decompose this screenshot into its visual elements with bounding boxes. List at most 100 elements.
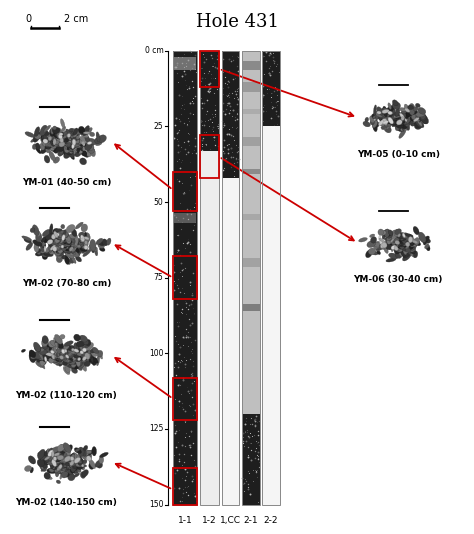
Ellipse shape [57,244,64,253]
Ellipse shape [68,459,75,462]
Ellipse shape [394,114,401,120]
Ellipse shape [70,454,73,460]
Ellipse shape [405,113,410,119]
Ellipse shape [47,240,53,244]
Ellipse shape [52,235,56,244]
Ellipse shape [65,241,69,247]
Ellipse shape [57,133,63,139]
Ellipse shape [389,109,394,114]
Ellipse shape [51,452,55,457]
Ellipse shape [410,248,416,254]
Ellipse shape [81,351,86,358]
Ellipse shape [397,115,402,122]
Ellipse shape [75,357,80,362]
Ellipse shape [68,356,73,362]
Ellipse shape [87,142,92,144]
Ellipse shape [85,343,91,348]
Ellipse shape [42,348,46,354]
Ellipse shape [64,459,69,470]
Bar [174,213,196,223]
Ellipse shape [72,144,78,151]
Ellipse shape [61,137,66,146]
Ellipse shape [386,258,396,262]
Ellipse shape [73,353,81,360]
Ellipse shape [74,351,82,358]
Ellipse shape [64,361,69,366]
Ellipse shape [401,122,404,131]
Ellipse shape [80,131,88,138]
Ellipse shape [83,132,90,134]
Ellipse shape [380,240,383,244]
Ellipse shape [84,450,89,456]
Ellipse shape [69,143,73,148]
Ellipse shape [383,121,389,124]
Ellipse shape [52,459,56,466]
Ellipse shape [66,238,72,245]
Ellipse shape [57,345,63,354]
Ellipse shape [75,355,81,367]
Ellipse shape [398,234,401,237]
Ellipse shape [69,234,76,239]
Ellipse shape [68,456,71,467]
Ellipse shape [66,449,71,456]
Ellipse shape [415,104,420,107]
Ellipse shape [49,249,55,254]
Ellipse shape [81,354,88,363]
Ellipse shape [50,245,55,250]
Ellipse shape [394,112,401,120]
Ellipse shape [55,229,59,233]
Ellipse shape [64,346,68,357]
Ellipse shape [70,454,79,462]
Ellipse shape [417,115,422,120]
Ellipse shape [59,348,64,357]
Ellipse shape [63,354,69,360]
Ellipse shape [72,462,78,470]
Ellipse shape [374,241,380,249]
Ellipse shape [60,355,65,359]
Ellipse shape [382,112,387,116]
Ellipse shape [67,461,73,468]
Ellipse shape [390,240,393,244]
Text: 50: 50 [154,198,164,207]
Ellipse shape [65,244,72,254]
Ellipse shape [78,250,83,253]
Ellipse shape [49,350,54,354]
Ellipse shape [399,249,405,256]
Ellipse shape [399,241,402,245]
Ellipse shape [393,235,399,245]
Ellipse shape [64,239,74,247]
Ellipse shape [35,127,40,137]
Ellipse shape [400,119,404,126]
Ellipse shape [55,468,59,477]
Ellipse shape [48,460,55,469]
Ellipse shape [388,117,393,124]
Ellipse shape [392,112,399,121]
Ellipse shape [68,346,76,351]
Ellipse shape [75,138,80,144]
Ellipse shape [390,237,394,242]
Ellipse shape [85,340,91,345]
Ellipse shape [73,349,79,352]
Ellipse shape [410,240,419,247]
Ellipse shape [74,343,77,349]
Ellipse shape [25,466,32,472]
Ellipse shape [74,354,79,359]
Ellipse shape [71,129,77,137]
Ellipse shape [381,125,388,129]
Ellipse shape [62,134,68,142]
Ellipse shape [55,463,59,469]
Ellipse shape [55,241,64,248]
Ellipse shape [57,252,62,259]
Ellipse shape [82,343,90,350]
Ellipse shape [69,248,76,256]
Ellipse shape [90,239,96,251]
Ellipse shape [47,236,55,239]
Ellipse shape [74,448,82,453]
Ellipse shape [54,247,60,252]
Text: 25: 25 [154,122,164,131]
Ellipse shape [77,357,80,366]
Ellipse shape [68,132,73,138]
Text: 150: 150 [149,500,164,509]
Ellipse shape [55,234,60,239]
Ellipse shape [68,241,73,250]
